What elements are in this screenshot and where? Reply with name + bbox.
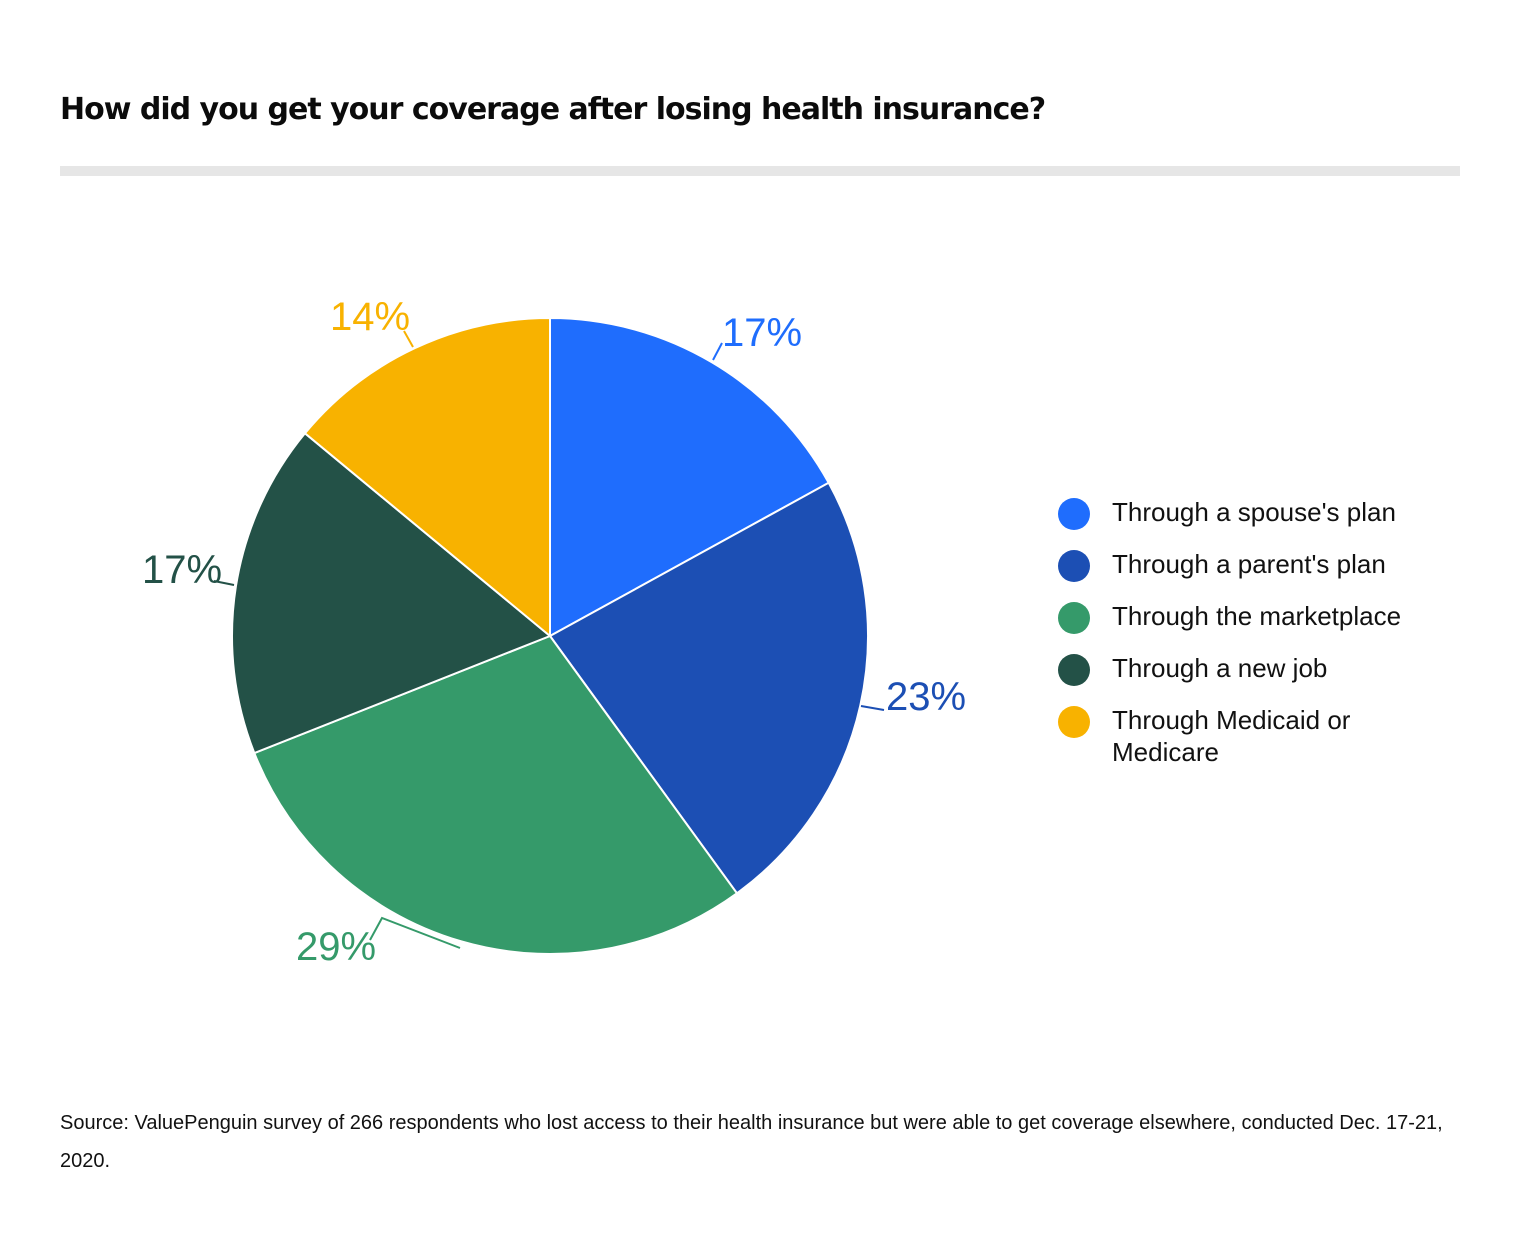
legend-label-spouse-plan: Through a spouse's plan [1112,497,1396,527]
leader-line-1 [712,342,723,361]
source-note: Source: ValuePenguin survey of 266 respo… [60,1112,1443,1172]
leader-line-2 [860,705,885,711]
chart-title: How did you get your coverage after losi… [60,92,1046,127]
legend-item-marketplace: Through the marketplace [1058,600,1458,634]
leader-line-5 [403,330,414,348]
pie-slice-3 [253,634,739,955]
legend-label-marketplace: Through the marketplace [1112,601,1402,631]
slice-label-4: 17% [142,548,222,592]
pie-slice-2 [548,481,869,895]
slice-label-5: 14% [330,295,410,339]
legend-swatch-parent-plan [1058,550,1090,582]
legend-label-new-job: Through a new job [1112,653,1328,683]
legend-label-parent-plan: Through a parent's plan [1112,549,1386,579]
slice-label-2: 23% [886,675,966,719]
title-divider [60,166,1460,176]
chart-legend: Through a spouse's plan Through a parent… [1058,496,1458,788]
legend-swatch-new-job [1058,654,1090,686]
legend-item-new-job: Through a new job [1058,652,1458,686]
pie-chart: 17% 23% 29% 17% 14% [142,295,966,969]
pie-slice-4 [231,431,552,755]
legend-swatch-marketplace [1058,602,1090,634]
pie-slice-5 [303,316,551,639]
legend-item-spouse-plan: Through a spouse's plan [1058,496,1458,530]
pie-slice-1 [549,316,831,638]
leader-line-3 [369,916,461,949]
leader-line-4 [213,580,235,586]
legend-label-medicaid: Through Medicaid or Medicare [1112,705,1351,767]
legend-item-medicaid: Through Medicaid or Medicare [1058,704,1458,768]
slice-label-3: 29% [296,925,376,969]
legend-swatch-medicaid [1058,706,1090,738]
legend-item-parent-plan: Through a parent's plan [1058,548,1458,582]
slice-label-1: 17% [722,311,802,355]
legend-swatch-spouse-plan [1058,498,1090,530]
